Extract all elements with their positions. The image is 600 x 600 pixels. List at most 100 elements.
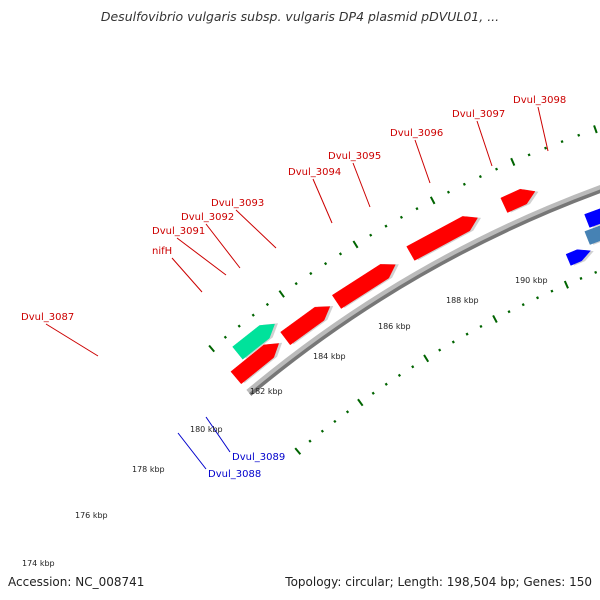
inner-ring-tick — [536, 296, 540, 300]
gene-label-dvul_3093[interactable]: Dvul_3093 — [211, 198, 264, 209]
scale-label: 188 kbp — [446, 296, 479, 305]
leader-line — [177, 432, 207, 470]
leader-line — [205, 223, 241, 269]
inner-ring-tick — [371, 391, 375, 395]
inner-ring-tick — [345, 410, 350, 414]
topology-summary: Topology: circular; Length: 198,504 bp; … — [285, 575, 592, 589]
scale-label: 178 kbp — [132, 465, 165, 474]
gene-label-dvul_3091[interactable]: Dvul_3091 — [152, 226, 205, 237]
cds-arrow — [406, 216, 478, 261]
map-title: Desulfovibrio vulgaris subsp. vulgaris D… — [100, 9, 500, 24]
accession-text: Accession: NC_008741 — [8, 575, 145, 589]
outer-ring-tick — [560, 140, 564, 144]
outer-ring-tick — [309, 271, 313, 276]
blue-gene-arrow — [565, 249, 591, 266]
outer-ring-tick — [544, 146, 548, 150]
gene-label-nifh[interactable]: nifH — [152, 246, 172, 257]
leader-line — [235, 209, 277, 249]
inner-ring-tick — [438, 348, 442, 352]
outer-ring-tick — [338, 252, 343, 256]
gene-label-dvul_3094[interactable]: Dvul_3094 — [288, 167, 341, 178]
gene-label-dvul_3097[interactable]: Dvul_3097 — [452, 109, 505, 120]
outer-ring-tick — [415, 207, 419, 211]
leader-line — [176, 237, 227, 276]
cds-arrow — [230, 343, 280, 385]
outer-ring-tick — [429, 196, 436, 205]
inner-ring-tick — [451, 340, 455, 344]
label-leader-lines — [45, 106, 549, 470]
cds-arrow — [280, 306, 331, 346]
cds-arrow — [331, 264, 396, 309]
outer-ring-tick — [324, 261, 328, 266]
inner-ring-tick — [397, 373, 402, 378]
scale-label: 182 kbp — [250, 387, 283, 396]
scale-label: 190 kbp — [515, 276, 548, 285]
blue-gene-arrow — [584, 208, 600, 228]
inner-ring-tick — [423, 354, 430, 363]
scale-label: 174 kbp — [22, 559, 55, 568]
outer-ring-tick — [384, 224, 388, 228]
outer-ring-tick — [527, 153, 531, 157]
leader-line — [537, 106, 549, 152]
inner-ring-tick — [465, 332, 469, 336]
gene-label-dvul_3088[interactable]: Dvul_3088 — [208, 469, 261, 480]
outer-ring-tick — [399, 215, 403, 219]
outer-ring-tick — [369, 233, 373, 237]
inner-ring-tick — [507, 310, 511, 314]
scale-label: 180 kbp — [190, 425, 223, 434]
leader-line — [414, 139, 431, 184]
leader-line — [352, 162, 371, 208]
inner-ring-tick — [357, 398, 364, 407]
leader-line — [205, 416, 231, 453]
inner-ring-tick — [294, 447, 302, 455]
outer-ring-tick — [352, 240, 359, 249]
scale-label: 184 kbp — [313, 352, 346, 361]
inner-ring-tick — [563, 280, 569, 289]
gene-label-dvul_3096[interactable]: Dvul_3096 — [390, 128, 443, 139]
scale-label-group: 174 kbp 176 kbp 178 kbp 180 kbp 182 kbp 184 k… — [22, 276, 548, 568]
outer-ring-tick — [478, 175, 482, 179]
cds-arrow — [500, 188, 536, 213]
inner-ring-tick — [384, 382, 388, 386]
inner-ring-tick — [492, 314, 498, 323]
outer-ring-tick — [251, 313, 255, 317]
plasmid-backbone — [246, 185, 600, 396]
inner-ring-tick — [579, 276, 583, 280]
leader-line — [171, 257, 203, 293]
outer-ring-tick — [593, 125, 598, 134]
outer-ring-tick — [446, 190, 450, 194]
outer-ring-tick — [510, 157, 516, 166]
teal-gene-arrow — [232, 323, 275, 360]
outer-ring-tick — [265, 302, 270, 307]
inner-ring-tick — [479, 324, 483, 329]
outer-ring-tick — [223, 335, 227, 339]
outer-ring-tick — [208, 344, 215, 353]
dotted-guide-rings — [208, 125, 598, 455]
gene-label-dvul_3087[interactable]: Dvul_3087 — [21, 312, 74, 323]
inner-ring-tick — [320, 429, 324, 433]
inner-ring-tick — [521, 303, 525, 307]
outer-ring-tick — [237, 324, 241, 328]
leader-line — [312, 178, 333, 224]
gene-label-dvul_3092[interactable]: Dvul_3092 — [181, 212, 234, 223]
feature-arrows — [230, 188, 600, 385]
inner-ring-tick — [594, 270, 598, 274]
gene-label-group: Dvul_3087 nifH Dvul_3091 Dvul_3092 Dvul_3093… — [21, 95, 566, 480]
gene-label-dvul_3095[interactable]: Dvul_3095 — [328, 151, 381, 162]
backbone-line — [249, 189, 600, 396]
inner-ring-tick — [550, 289, 554, 293]
leader-line — [476, 120, 493, 167]
gene-label-dvul_3098[interactable]: Dvul_3098 — [513, 95, 566, 106]
gene-label-dvul_3089[interactable]: Dvul_3089 — [232, 452, 285, 463]
outer-ring-tick — [462, 182, 466, 186]
scale-label: 186 kbp — [378, 322, 411, 331]
inner-ring-tick — [411, 365, 415, 369]
outer-ring-tick — [577, 133, 581, 137]
leader-line — [45, 323, 99, 357]
steel-gene-arrow — [584, 225, 600, 245]
inner-ring-tick — [308, 439, 312, 443]
outer-ring-tick — [294, 281, 298, 286]
outer-ring-tick — [278, 290, 285, 298]
scale-label: 176 kbp — [75, 511, 108, 520]
